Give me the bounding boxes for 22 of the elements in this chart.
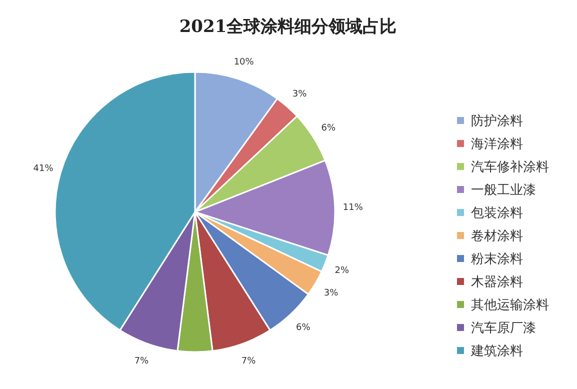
data-label: 41% <box>33 164 54 174</box>
data-label: 7% <box>134 356 150 367</box>
legend-label: 海洋涂料 <box>471 137 523 152</box>
chart-title: 2021全球涂料细分领域占比 <box>179 17 397 37</box>
data-label: 7% <box>241 356 256 367</box>
legend-label: 其他运输涂料 <box>471 298 549 313</box>
data-label: 10% <box>234 58 254 68</box>
data-label: 11% <box>342 203 364 214</box>
legend-label: 防护涂料 <box>471 114 523 129</box>
legend-label: 木器涂料 <box>471 275 523 290</box>
legend-label: 汽车原厂漆 <box>471 321 536 336</box>
legend-label: 汽车修补涂料 <box>471 160 549 175</box>
data-label: 2% <box>334 266 350 276</box>
data-label: 3% <box>324 288 339 298</box>
data-label: 6% <box>321 123 336 134</box>
legend-label: 卷材涂料 <box>471 229 523 244</box>
data-label: 6% <box>296 323 311 334</box>
legend-label: 包装涂料 <box>471 206 523 221</box>
legend-label: 粉末涂料 <box>471 252 523 267</box>
legend-label: 一般工业漆 <box>471 183 536 198</box>
data-label: 3% <box>292 89 308 100</box>
legend-label: 建筑涂料 <box>470 344 523 359</box>
